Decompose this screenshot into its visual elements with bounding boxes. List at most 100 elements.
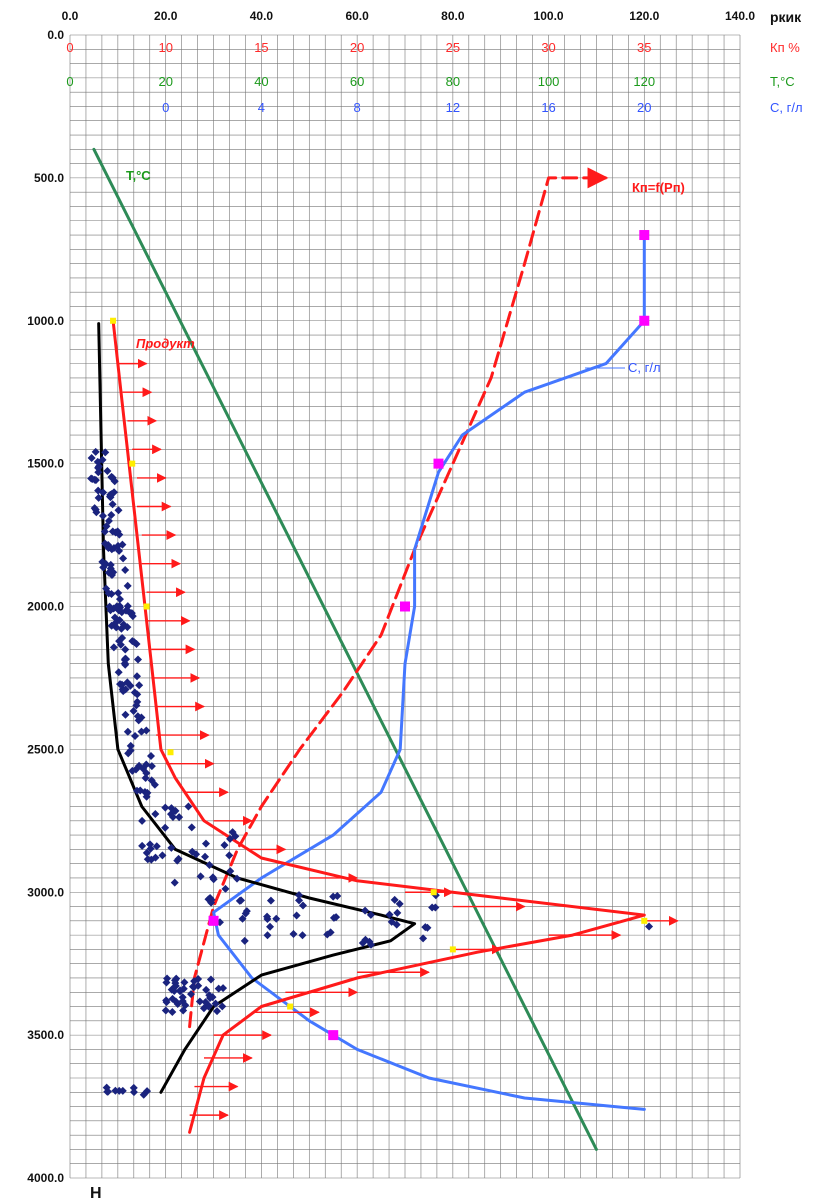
markers	[110, 230, 650, 1041]
y-tick-label: 4000.0	[27, 1171, 64, 1185]
scatter-point	[137, 727, 146, 736]
scatter-point	[241, 909, 250, 918]
scatter-point	[108, 500, 117, 509]
scatter-point	[131, 732, 140, 741]
yellow-point-marker	[641, 917, 648, 924]
scatter-point	[121, 565, 130, 574]
scale-t-tick: 60	[350, 74, 364, 89]
scatter-point	[390, 895, 399, 904]
scatter-point	[129, 1088, 138, 1097]
y-tick-label: 3000.0	[27, 885, 64, 899]
scatter-point	[208, 993, 217, 1002]
x-axis-ticks: 0.0 20.0 40.0 60.0 80.0 100.0 120.0 140.0	[62, 9, 756, 23]
scatter-point	[184, 802, 193, 811]
yellow-point-marker	[430, 889, 437, 896]
scatter-point	[295, 891, 304, 900]
scale-t-tick: 120	[633, 74, 655, 89]
product-arrows	[117, 358, 679, 1121]
scatter-point	[428, 903, 437, 912]
scatter-point	[101, 448, 110, 457]
scatter-point	[170, 976, 179, 985]
scatter-point	[129, 1083, 138, 1092]
scatter-point	[226, 867, 235, 876]
scatter-point	[228, 828, 237, 837]
scatter-point	[135, 681, 144, 690]
scatter-point	[295, 896, 304, 905]
scatter-point	[90, 504, 99, 513]
scatter-point	[292, 911, 301, 920]
scatter-point	[119, 554, 128, 563]
magenta-square-marker	[328, 1030, 339, 1041]
scatter-point	[87, 454, 96, 463]
magenta-square-marker	[208, 915, 219, 926]
scatter-point	[102, 584, 111, 593]
scatter-point	[423, 923, 432, 932]
scatter-point	[225, 851, 234, 860]
scatter-point	[123, 727, 132, 736]
scatter-point	[175, 813, 184, 822]
scatter-point	[188, 847, 197, 856]
series-line-concentration	[212, 233, 646, 1111]
scatter-point	[143, 1087, 152, 1096]
scatter-point	[266, 922, 275, 931]
magenta-square-marker	[433, 458, 444, 469]
grid	[69, 34, 741, 1179]
scatter-point	[206, 975, 215, 984]
scale-kp-tick: 35	[637, 40, 651, 55]
annotation-product: Продукт	[136, 336, 195, 351]
magenta-square-marker	[639, 315, 650, 326]
scatter-point	[128, 612, 137, 621]
scatter-point	[180, 978, 189, 987]
scatter-point	[109, 643, 118, 652]
scatter-point	[117, 624, 126, 633]
scale-kp-label: Кп %	[770, 40, 800, 55]
scatter-point	[146, 844, 155, 853]
annotation-concentration: С, г/л	[628, 360, 661, 375]
scatter-point	[220, 841, 229, 850]
scatter-point	[102, 1083, 111, 1092]
scatter-point	[138, 841, 147, 850]
y-axis-ticks: 0.0 500.0 1000.0 1500.0 2000.0 2500.0 3000.0 35…	[27, 28, 64, 1185]
scatter-point	[201, 839, 210, 848]
scatter-point	[111, 618, 120, 627]
scatter-point	[121, 710, 130, 719]
scatter-point	[126, 746, 135, 755]
scatter-point	[105, 602, 114, 611]
scatter-point	[152, 842, 161, 851]
scatter-point	[126, 741, 135, 750]
scatter-point	[289, 930, 298, 939]
x-tick-label: 0.0	[62, 9, 79, 23]
scatter-point	[195, 997, 204, 1006]
scatter-point	[100, 527, 109, 536]
annotation-kp-function: Кп=f(Рп)	[632, 180, 685, 195]
scatter-point	[99, 488, 108, 497]
scatter-point	[214, 984, 223, 993]
scatter-point	[218, 1002, 227, 1011]
scatter-point	[187, 823, 196, 832]
x-tick-label: 20.0	[154, 9, 178, 23]
scatter-point	[167, 985, 176, 994]
scale-c-tick: 16	[541, 100, 555, 115]
scatter-point	[118, 540, 127, 549]
scatter-point	[106, 564, 115, 573]
y-tick-label: 3500.0	[27, 1028, 64, 1042]
scatter-point	[98, 511, 107, 520]
scatter-point	[133, 655, 142, 664]
magenta-square-marker	[639, 230, 650, 241]
scatter-point	[114, 668, 123, 677]
scatter-point	[161, 803, 170, 812]
scatter-point	[233, 874, 242, 883]
scatter-point	[298, 931, 307, 940]
scatter-point	[109, 544, 118, 553]
scale-t-tick: 0	[66, 74, 73, 89]
scale-c-tick: 8	[354, 100, 361, 115]
scatter-point	[104, 516, 113, 525]
scatter-point	[419, 934, 428, 943]
scatter-point	[119, 687, 128, 696]
yellow-point-marker	[167, 749, 174, 756]
y-tick-label: 500.0	[34, 171, 64, 185]
scatter-point	[147, 751, 156, 760]
scatter-point	[170, 878, 179, 887]
scatter-point	[94, 493, 103, 502]
